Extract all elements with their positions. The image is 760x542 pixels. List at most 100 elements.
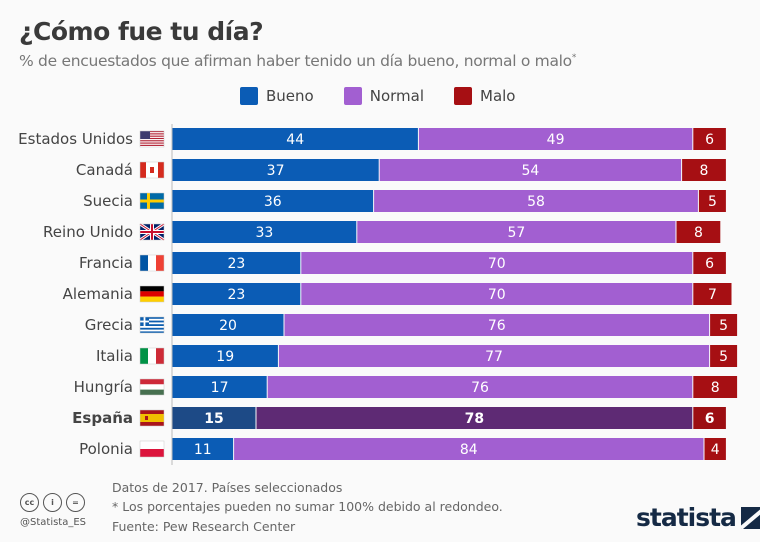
chart-subtitle: % de encuestados que afirman haber tenid… [19, 52, 576, 70]
legend-swatch-malo [454, 87, 472, 105]
data-label: 11 [194, 442, 212, 458]
flag-es-icon [139, 409, 165, 427]
data-label: 44 [286, 132, 304, 148]
bar-row: Canadá 37 54 8 [76, 159, 726, 181]
flag-gb-icon [139, 222, 165, 242]
flag-us-icon [139, 130, 165, 148]
flag-de-icon [139, 285, 165, 303]
bar-malo [710, 314, 738, 336]
legend-swatch-normal [343, 87, 362, 105]
bar-row: Suecia 36 58 5 [83, 190, 726, 212]
bar-bueno [172, 283, 301, 305]
flag-hu-icon [139, 378, 165, 396]
bar-bueno [172, 314, 284, 336]
bar-normal [418, 128, 693, 150]
data-label: 76 [488, 318, 506, 334]
bar-row: Hungría 17 76 8 [74, 376, 738, 398]
bar-malo [693, 376, 738, 398]
no-derivatives-icon: = [66, 493, 85, 512]
bar-malo [698, 190, 726, 212]
data-label: 57 [507, 225, 525, 241]
bar-normal [301, 252, 693, 274]
bar-normal [278, 345, 710, 367]
data-label: 6 [705, 132, 714, 148]
bar-normal [256, 407, 693, 429]
bar-malo [710, 345, 738, 367]
data-label: 37 [267, 163, 285, 179]
category-label: Canadá [76, 161, 133, 179]
data-label: 70 [488, 287, 506, 303]
bar-malo [693, 407, 726, 429]
bar-row: Italia 19 77 5 [96, 345, 738, 367]
category-label: Italia [96, 347, 133, 365]
data-label: 5 [719, 318, 728, 334]
data-label: 19 [216, 349, 234, 365]
data-label: 6 [705, 411, 715, 427]
bar-row: Reino Unido 33 57 8 [43, 221, 721, 243]
data-label: 76 [471, 380, 489, 396]
bar-normal [374, 190, 698, 212]
flag-it-icon [139, 347, 165, 365]
bar-normal [267, 376, 693, 398]
subtitle-text: % de encuestados que afirman haber tenid… [19, 52, 572, 70]
data-label: 49 [547, 132, 565, 148]
data-label: 33 [255, 225, 273, 241]
category-label: Polonia [79, 440, 133, 458]
category-label: Alemania [63, 285, 133, 303]
data-label: 36 [264, 194, 282, 210]
license-icons: cc i = [20, 493, 85, 512]
category-label: España [72, 409, 133, 427]
bar-bueno [172, 221, 357, 243]
footer-note-rounding: * Los porcentajes pueden no sumar 100% d… [112, 498, 503, 514]
data-label: 6 [705, 256, 714, 272]
attribution-icon: i [43, 493, 62, 512]
bar-bueno [172, 128, 418, 150]
subtitle-footnote-mark: * [571, 52, 577, 63]
data-label: 23 [227, 287, 245, 303]
bar-normal [301, 283, 693, 305]
category-label: Hungría [74, 378, 133, 396]
data-label: 8 [694, 225, 703, 241]
footer-source: Fuente: Pew Research Center [112, 519, 296, 534]
bar-malo [693, 283, 732, 305]
data-label: 20 [219, 318, 237, 334]
bar-bueno [172, 438, 234, 460]
flag-ca-icon [139, 161, 165, 179]
flag-gr-icon [139, 316, 165, 334]
data-label: 54 [521, 163, 539, 179]
data-label: 5 [708, 194, 717, 210]
bar-normal [357, 221, 676, 243]
data-label: 7 [708, 287, 717, 303]
bar-malo [682, 159, 726, 181]
category-label: Grecia [85, 316, 133, 334]
data-label: 58 [527, 194, 545, 210]
brand-name: statista [636, 503, 737, 532]
bar-bueno [172, 159, 379, 181]
bar-malo [676, 221, 721, 243]
footer-notes: Datos de 2017. Países seleccionados * Lo… [112, 479, 503, 537]
chart-title: ¿Cómo fue tu día? [19, 17, 264, 46]
data-label: 78 [465, 411, 484, 427]
data-label: 84 [460, 442, 478, 458]
legend-item-malo: Malo [454, 87, 515, 105]
bar-row: Estados Unidos 44 49 6 [18, 128, 726, 150]
cc-icon: cc [20, 493, 39, 512]
bar-bueno [172, 407, 256, 429]
category-label: Francia [79, 254, 133, 272]
legend-item-bueno: Bueno [240, 87, 314, 105]
category-label: Suecia [83, 192, 133, 210]
flag-fr-icon [139, 254, 165, 272]
bar-normal [234, 438, 704, 460]
bar-malo [704, 438, 726, 460]
bar-row: Alemania 23 70 7 [63, 283, 732, 305]
category-label: Estados Unidos [18, 130, 133, 148]
legend-item-normal: Normal [343, 87, 424, 105]
bar-row: Francia 23 70 6 [79, 252, 726, 274]
bar-row: Polonia 11 84 4 [79, 438, 726, 460]
data-label: 4 [711, 442, 720, 458]
data-label: 15 [204, 411, 223, 427]
bar-bueno [172, 252, 301, 274]
legend-swatch-bueno [240, 87, 258, 105]
twitter-handle: @Statista_ES [20, 517, 87, 528]
